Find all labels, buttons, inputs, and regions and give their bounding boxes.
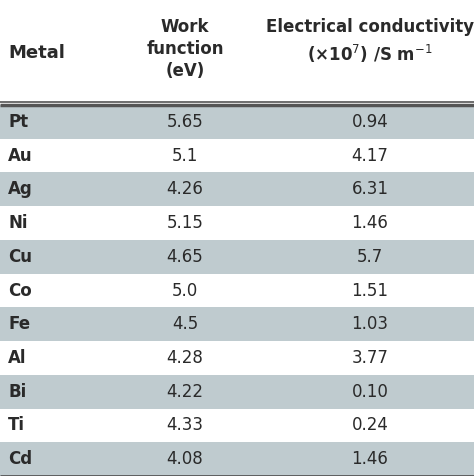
Text: 1.46: 1.46	[352, 214, 388, 232]
Text: Cd: Cd	[8, 450, 32, 468]
Text: 4.5: 4.5	[172, 315, 198, 333]
Bar	[0, 172, 474, 206]
Bar	[0, 442, 474, 476]
Bar	[0, 408, 474, 442]
Text: Ni: Ni	[8, 214, 27, 232]
Text: 5.1: 5.1	[172, 147, 198, 165]
Text: 0.10: 0.10	[352, 383, 388, 401]
Text: 1.51: 1.51	[352, 281, 389, 299]
Text: function: function	[146, 40, 224, 58]
Bar	[0, 206, 474, 240]
Bar	[0, 375, 474, 408]
Text: 4.22: 4.22	[166, 383, 203, 401]
Text: (eV): (eV)	[165, 62, 205, 80]
Text: Work: Work	[161, 18, 209, 36]
Text: 1.46: 1.46	[352, 450, 388, 468]
Text: Au: Au	[8, 147, 33, 165]
Text: 4.26: 4.26	[166, 180, 203, 198]
Bar	[0, 105, 474, 139]
Text: (×10$^{7}$) /S m$^{-1}$: (×10$^{7}$) /S m$^{-1}$	[307, 43, 433, 65]
Text: Metal: Metal	[8, 43, 65, 61]
Text: 5.65: 5.65	[167, 113, 203, 131]
Text: 6.31: 6.31	[352, 180, 389, 198]
Text: 5.15: 5.15	[166, 214, 203, 232]
Text: Electrical conductivity: Electrical conductivity	[266, 18, 474, 36]
Bar	[0, 274, 474, 307]
Text: 4.33: 4.33	[166, 416, 203, 435]
Text: 5.0: 5.0	[172, 281, 198, 299]
Text: Co: Co	[8, 281, 32, 299]
Bar	[0, 240, 474, 274]
Text: 3.77: 3.77	[352, 349, 388, 367]
Text: 0.94: 0.94	[352, 113, 388, 131]
Text: Ag: Ag	[8, 180, 33, 198]
Text: 4.17: 4.17	[352, 147, 388, 165]
Bar	[0, 139, 474, 172]
Text: 0.24: 0.24	[352, 416, 388, 435]
Text: Bi: Bi	[8, 383, 26, 401]
Text: Cu: Cu	[8, 248, 32, 266]
Text: 5.7: 5.7	[357, 248, 383, 266]
Bar	[0, 341, 474, 375]
Text: 4.28: 4.28	[166, 349, 203, 367]
Text: Pt: Pt	[8, 113, 28, 131]
Bar	[0, 307, 474, 341]
Text: 1.03: 1.03	[352, 315, 389, 333]
Text: Fe: Fe	[8, 315, 30, 333]
Text: 4.08: 4.08	[167, 450, 203, 468]
Text: Al: Al	[8, 349, 27, 367]
Text: 4.65: 4.65	[167, 248, 203, 266]
Text: Ti: Ti	[8, 416, 25, 435]
